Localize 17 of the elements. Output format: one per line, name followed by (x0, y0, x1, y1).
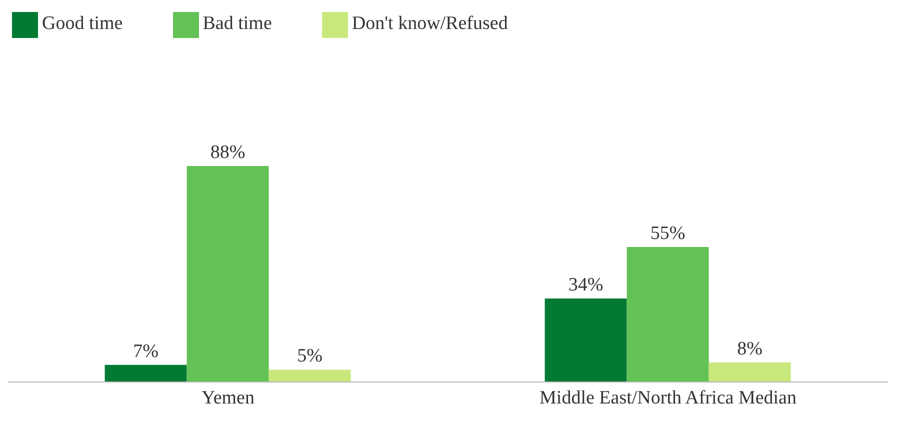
data-label: 34% (568, 274, 604, 296)
legend-label: Bad time (202, 13, 272, 34)
bar (626, 247, 709, 382)
legend-label: Don't know/Refused (352, 13, 508, 34)
data-label: 55% (650, 223, 686, 244)
x-tick-label: Yemen (202, 387, 255, 408)
bar (708, 362, 791, 382)
bar (544, 298, 627, 382)
bar (186, 166, 269, 382)
data-label: 88% (210, 142, 246, 163)
bar (104, 364, 187, 382)
legend-label: Good time (42, 13, 123, 34)
data-label: 8% (737, 338, 763, 360)
bar (268, 370, 351, 382)
data-label: 5% (297, 346, 323, 367)
data-label: 7% (133, 340, 159, 362)
x-tick-label: Middle East/North Africa Median (540, 387, 797, 408)
